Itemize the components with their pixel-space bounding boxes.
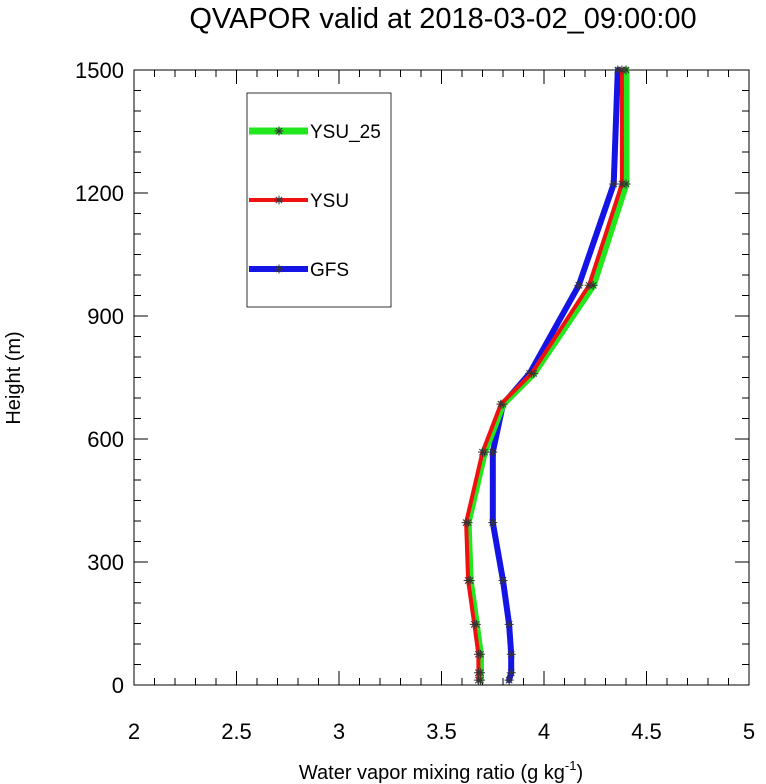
series-marker	[496, 399, 506, 409]
series-marker	[506, 668, 516, 678]
legend-label: YSU	[310, 191, 349, 212]
y-tick-label: 600	[87, 427, 124, 452]
legend: YSU_25 YSU GFS	[246, 92, 392, 308]
series-marker	[473, 649, 483, 659]
series-marker	[498, 575, 508, 585]
series-marker	[478, 447, 487, 457]
series-marker	[504, 619, 514, 629]
series-marker	[617, 65, 627, 75]
axis-ticks	[133, 69, 750, 686]
legend-item-gfs: GFS	[249, 260, 349, 281]
x-tick-label: 2	[128, 719, 140, 744]
y-tick-label: 0	[112, 673, 124, 698]
series-marker	[488, 518, 498, 528]
series-marker	[469, 619, 479, 629]
legend-label: GFS	[310, 260, 349, 281]
x-tick-labels: 2 2.5 3 3.5 4 4.5 5	[128, 719, 755, 744]
y-tick-label: 1200	[75, 181, 124, 206]
legend-marker	[274, 126, 284, 136]
series-marker	[506, 649, 516, 659]
series-marker	[584, 280, 594, 290]
series-layer	[461, 65, 631, 685]
y-tick-label: 900	[87, 304, 124, 329]
y-tick-label: 1500	[75, 58, 124, 83]
series-marker	[617, 179, 627, 189]
series-marker	[461, 518, 471, 528]
series-line-ysu	[464, 68, 624, 683]
x-axis-label: Water vapor mixing ratio (g kg-1)	[299, 758, 583, 784]
x-axis-label-end: )	[576, 762, 583, 784]
x-tick-label: 4	[538, 719, 550, 744]
x-tick-label: 3.5	[426, 719, 457, 744]
y-tick-labels: 0 300 600 900 1200 1500	[75, 58, 124, 698]
legend-marker	[274, 195, 284, 205]
legend-item-ysu: YSU	[249, 191, 349, 212]
plot-frame	[133, 69, 750, 686]
legend-marker	[274, 264, 284, 274]
x-axis-label-main: Water vapor mixing ratio (g kg	[299, 762, 565, 784]
series-marker	[463, 575, 473, 585]
y-tick-label: 300	[87, 550, 124, 575]
series-marker	[527, 368, 537, 378]
legend-label: YSU_25	[310, 122, 381, 143]
x-tick-label: 5	[743, 719, 755, 744]
series-marker	[488, 447, 498, 457]
x-tick-label: 4.5	[631, 719, 662, 744]
chart-title: QVAPOR valid at 2018-03-02_09:00:00	[189, 3, 696, 35]
series-line-ysu-25	[464, 66, 630, 684]
series-marker	[473, 675, 483, 685]
series-marker	[504, 675, 514, 685]
x-axis-label-superscript: -1	[565, 758, 577, 773]
x-tick-label: 3	[333, 719, 345, 744]
series-line-gfs	[489, 67, 621, 684]
legend-item-ysu-25: YSU_25	[249, 122, 381, 143]
y-axis-label: Height (m)	[3, 331, 25, 424]
series-marker	[574, 280, 584, 290]
series-marker	[609, 179, 619, 189]
series-marker	[473, 668, 483, 678]
x-tick-label: 2.5	[221, 719, 252, 744]
